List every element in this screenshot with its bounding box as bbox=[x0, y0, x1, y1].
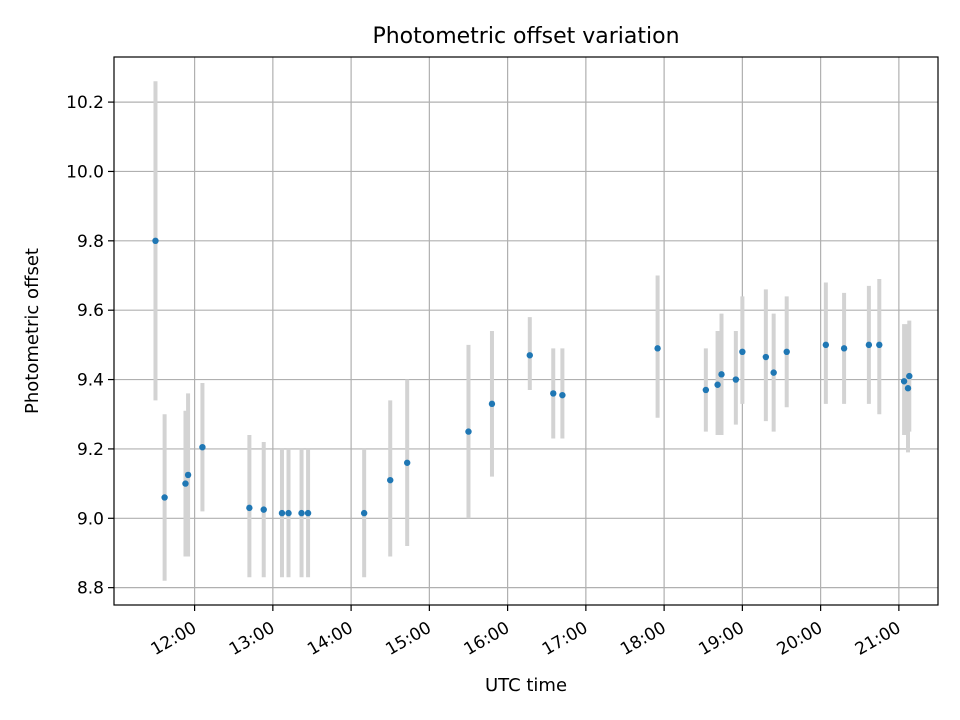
data-point bbox=[285, 509, 292, 517]
data-point bbox=[783, 348, 790, 356]
data-point bbox=[876, 341, 883, 349]
y-tick-label: 10.2 bbox=[66, 93, 104, 113]
data-point bbox=[278, 509, 286, 517]
data-point bbox=[360, 509, 368, 517]
y-tick-label: 8.8 bbox=[77, 579, 104, 599]
data-point bbox=[714, 381, 721, 388]
plot-frame bbox=[113, 56, 939, 606]
data-point bbox=[900, 378, 908, 385]
data-point bbox=[865, 341, 873, 349]
data-point bbox=[718, 371, 725, 378]
y-tick-label: 9.0 bbox=[77, 509, 104, 529]
data-point bbox=[526, 352, 533, 359]
data-point bbox=[246, 504, 253, 512]
data-point bbox=[161, 494, 168, 501]
data-point bbox=[702, 386, 710, 394]
data-point bbox=[739, 348, 746, 356]
chart-title: Photometric offset variation bbox=[372, 24, 679, 49]
x-axis-label: UTC time bbox=[485, 675, 567, 696]
data-point bbox=[840, 345, 848, 352]
data-point bbox=[904, 385, 912, 392]
data-point bbox=[184, 471, 192, 479]
y-tick-label: 9.6 bbox=[77, 301, 104, 321]
data-point bbox=[732, 376, 740, 383]
data-point bbox=[403, 459, 411, 466]
y-axis-label: Photometric offset bbox=[22, 248, 43, 414]
y-tick-label: 10.0 bbox=[66, 162, 104, 182]
data-point bbox=[199, 443, 206, 451]
data-point bbox=[182, 480, 189, 487]
data-points bbox=[152, 237, 913, 517]
data-point bbox=[654, 345, 661, 352]
data-point bbox=[762, 353, 770, 361]
data-point bbox=[304, 509, 312, 517]
y-axis: 8.8 9.0 9.2 9.4 9.6 9.8 10.0 10.2 bbox=[66, 93, 114, 599]
y-tick-label: 9.8 bbox=[77, 232, 104, 252]
data-point bbox=[559, 391, 566, 399]
data-point bbox=[488, 400, 496, 408]
y-tick-label: 9.2 bbox=[77, 440, 104, 460]
data-point bbox=[465, 428, 472, 435]
data-point bbox=[550, 390, 557, 397]
data-point bbox=[152, 237, 159, 245]
data-point bbox=[298, 509, 305, 517]
data-point bbox=[906, 372, 913, 380]
data-point bbox=[387, 476, 394, 484]
data-point bbox=[770, 369, 777, 376]
data-point bbox=[260, 506, 267, 513]
data-point bbox=[822, 341, 830, 349]
y-tick-label: 9.4 bbox=[77, 371, 104, 391]
